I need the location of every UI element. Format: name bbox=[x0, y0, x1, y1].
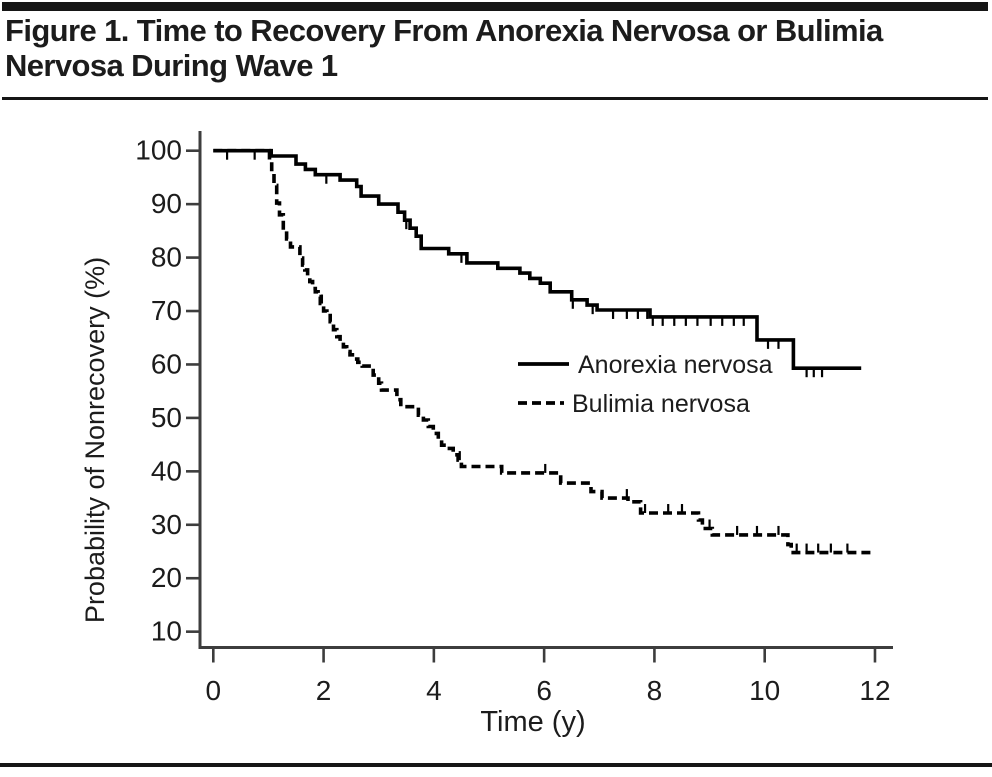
title-rule bbox=[2, 97, 988, 100]
y-axis: 100 90 80 70 60 50 40 30 20 10 bbox=[135, 135, 199, 647]
x-tick-label: 6 bbox=[536, 675, 552, 706]
bottom-rule bbox=[0, 763, 992, 767]
x-axis: 0 2 4 6 8 10 12 bbox=[206, 648, 891, 706]
y-tick-label: 90 bbox=[151, 188, 182, 219]
x-axis-title: Time (y) bbox=[480, 706, 585, 738]
figure-title-line-1: Figure 1. Time to Recovery From Anorexia… bbox=[5, 13, 883, 48]
legend-label: Bulimia nervosa bbox=[572, 390, 750, 418]
axis-lines bbox=[198, 131, 893, 649]
y-tick-label: 100 bbox=[135, 135, 182, 166]
x-tick-label: 12 bbox=[859, 675, 890, 706]
x-tick-label: 2 bbox=[316, 675, 332, 706]
anorexia-nervosa-curve bbox=[213, 148, 862, 370]
x-tick-label: 10 bbox=[749, 675, 780, 706]
x-tick-label: 8 bbox=[647, 675, 663, 706]
y-axis-title: Probability of Nonrecovery (%) bbox=[80, 257, 110, 623]
y-tick-label: 60 bbox=[151, 348, 182, 379]
y-tick-label: 70 bbox=[151, 295, 182, 326]
y-tick-label: 80 bbox=[151, 242, 182, 273]
top-rule bbox=[2, 2, 988, 11]
x-tick-label: 4 bbox=[426, 675, 442, 706]
y-tick-label: 50 bbox=[151, 402, 182, 433]
y-tick-label: 40 bbox=[151, 455, 182, 486]
bulimia-nervosa-series bbox=[213, 148, 875, 555]
legend: Anorexia nervosa Bulimia nervosa bbox=[518, 351, 773, 418]
y-tick-label: 10 bbox=[151, 616, 182, 647]
y-tick-label: 30 bbox=[151, 509, 182, 540]
y-tick-label: 20 bbox=[151, 562, 182, 593]
figure-title: Figure 1. Time to Recovery From Anorexia… bbox=[5, 13, 990, 83]
axes bbox=[198, 131, 893, 649]
x-tick-label: 0 bbox=[206, 675, 222, 706]
anorexia-nervosa-series bbox=[213, 148, 862, 378]
figure-title-line-2: Nervosa During Wave 1 bbox=[5, 47, 338, 83]
legend-label: Anorexia nervosa bbox=[578, 351, 773, 379]
bulimia-nervosa-curve bbox=[213, 148, 875, 555]
